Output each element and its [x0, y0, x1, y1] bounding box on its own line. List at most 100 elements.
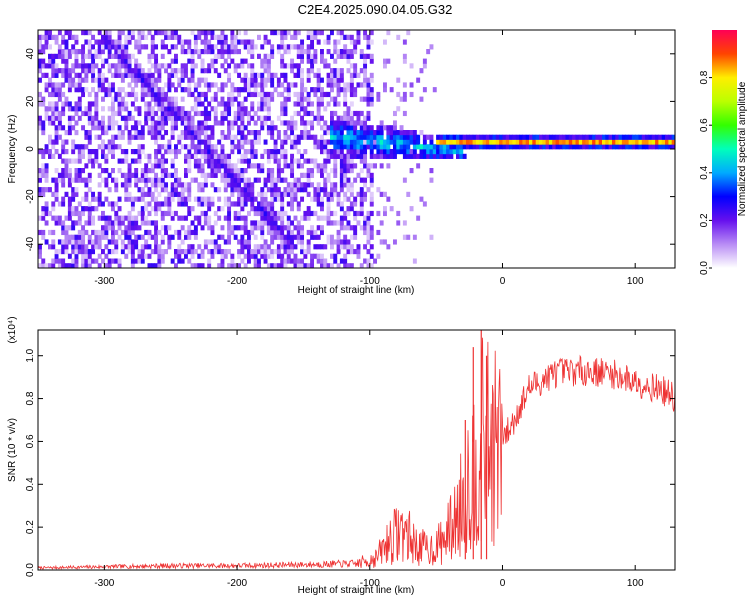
- spectrogram-cell: [38, 253, 42, 259]
- spectrogram-cell: [38, 39, 42, 45]
- spectrogram-cell: [346, 106, 351, 112]
- spectrogram-cell: [266, 168, 271, 174]
- spectrogram-cell: [349, 249, 354, 255]
- spectrogram-cell: [346, 82, 351, 88]
- spectrogram-cell: [187, 258, 192, 264]
- spectrogram-cell: [154, 82, 159, 88]
- spectrogram-cell: [170, 96, 175, 102]
- spectrogram-cell: [625, 139, 630, 145]
- spectrogram-cell: [147, 72, 152, 78]
- colorbar: 0.00.20.40.60.8 Normalized spectral ampl…: [699, 30, 748, 275]
- spectrogram-cell: [376, 96, 381, 102]
- spectrogram-cell: [300, 229, 305, 236]
- spectrogram-cell: [247, 187, 251, 193]
- spectrogram-cell: [409, 206, 414, 212]
- spectrogram-cell: [220, 144, 225, 150]
- spectrogram-cell: [273, 125, 278, 131]
- spectrogram-cell: [618, 144, 623, 150]
- spectrogram-cell: [38, 215, 42, 221]
- spectrogram-cell: [406, 144, 411, 150]
- spectrogram-cell: [170, 134, 175, 140]
- spectrogram-cell: [130, 125, 135, 131]
- spectrogram-cell: [260, 87, 265, 93]
- spectrogram-cell: [393, 149, 397, 155]
- spectrogram-cell: [326, 125, 331, 131]
- spectrogram-cell: [286, 253, 291, 259]
- spectrogram-cell: [233, 177, 238, 183]
- spectrogram-cell: [51, 191, 56, 197]
- spectrogram-cell: [67, 177, 72, 183]
- spectrogram-cell: [127, 53, 132, 59]
- spectrogram-cell: [383, 210, 387, 217]
- spectrogram-cell: [74, 239, 79, 245]
- spectrogram-cell: [366, 77, 371, 83]
- spectrogram-cell: [260, 187, 265, 193]
- spectrogram-cell: [64, 168, 69, 174]
- spectrogram-cell: [154, 87, 159, 93]
- spectrogram-cell: [263, 196, 268, 202]
- spectrogram-cell: [84, 229, 89, 236]
- spectrogram-cell: [452, 139, 457, 145]
- spectrogram-cell: [120, 172, 125, 178]
- spectrogram-cell: [104, 44, 109, 50]
- spectrogram-cell: [346, 187, 351, 193]
- spectrogram-cell: [77, 177, 82, 183]
- spectrogram-cell: [74, 72, 79, 78]
- spectrogram-cell: [207, 87, 212, 93]
- spectrogram-cell: [144, 72, 149, 78]
- spectrogram-cell: [240, 172, 245, 178]
- spectrogram-cell: [54, 182, 59, 188]
- spectrogram-cell: [263, 34, 268, 40]
- spectrogram-cell: [101, 58, 105, 64]
- spectrogram-cell: [164, 115, 169, 121]
- spectrogram-cell: [104, 77, 109, 83]
- spectrogram-cell: [363, 177, 368, 183]
- spectrogram-cell: [356, 120, 361, 126]
- spectrogram-cell: [64, 77, 69, 83]
- spectrogram-cell: [164, 91, 169, 98]
- spectrogram-cell: [107, 187, 112, 193]
- spectrogram-cell: [130, 196, 135, 202]
- spectrogram-cell: [310, 110, 315, 117]
- spectrogram-cell: [359, 149, 364, 155]
- spectrogram-cell: [416, 77, 421, 83]
- spectrogram-cell: [389, 134, 394, 140]
- spectrogram-cell: [203, 49, 208, 55]
- spectrogram-cell: [280, 144, 285, 150]
- spectrogram-cell: [48, 77, 52, 83]
- spectrogram-cell: [77, 229, 82, 236]
- spectrogram-cell: [130, 244, 135, 250]
- spectrogram-cell: [154, 210, 159, 217]
- spectrogram-cell: [276, 263, 281, 268]
- spectrogram-cell: [91, 215, 96, 221]
- spectrogram-cell: [300, 244, 305, 250]
- spectrogram-cell: [343, 49, 348, 55]
- spectrogram-cell: [276, 225, 281, 231]
- spectrogram-cell: [130, 229, 135, 236]
- spectrogram-cell: [71, 68, 76, 74]
- spectrogram-cell: [386, 149, 391, 155]
- spectrogram-cell: [257, 130, 261, 136]
- spectrogram-cell: [369, 130, 374, 136]
- spectrogram-cell: [117, 158, 122, 164]
- spectrogram-cell: [150, 96, 155, 102]
- spectrogram-cell: [223, 182, 228, 188]
- spectrogram-cell: [270, 168, 275, 174]
- spectrogram-cell: [160, 210, 165, 217]
- spectrogram-cell: [48, 101, 52, 107]
- spectrogram-cell: [270, 30, 275, 36]
- spectrogram-cell: [157, 87, 162, 93]
- spectrogram-cell: [150, 220, 155, 226]
- spectrogram-cell: [227, 249, 232, 255]
- spectrogram-cell: [237, 225, 242, 231]
- spectrogram-cell: [140, 210, 145, 217]
- spectrogram-cell: [296, 201, 301, 207]
- spectrogram-cell: [300, 44, 305, 50]
- spectrogram-cell: [588, 139, 593, 145]
- spectrogram-cell: [359, 96, 364, 102]
- spectrogram-cell: [233, 144, 238, 150]
- spectrogram-cell: [227, 106, 232, 112]
- spectrogram-cell: [283, 139, 288, 145]
- spectrogram-cell: [227, 130, 232, 136]
- spectrogram-cell: [330, 139, 334, 145]
